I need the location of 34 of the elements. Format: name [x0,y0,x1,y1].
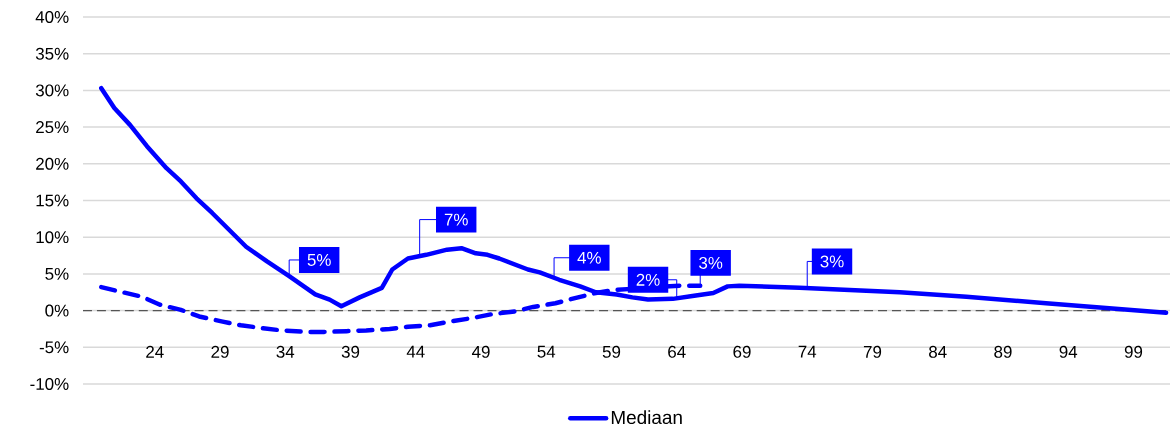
x-tick-label: 24 [146,345,164,358]
y-tick-label: -5% [39,341,69,354]
x-tick-label: 64 [668,345,686,358]
y-tick-label: 25% [36,121,69,134]
annotation: 2% [636,273,660,286]
y-tick-label: 0% [45,304,69,317]
x-tick-label: 39 [341,345,360,358]
y-tick-label: 15% [36,194,69,207]
x-tick-label: 94 [1059,345,1078,358]
x-tick-label: 44 [406,345,425,358]
y-tick-label: 10% [36,231,69,244]
x-tick-label: 99 [1124,345,1143,358]
x-tick-label: 74 [798,345,817,358]
y-tick-label: -10% [30,378,69,390]
x-tick-label: 79 [863,345,882,358]
x-tick-label: 34 [276,345,295,358]
annotation: 7% [444,213,468,226]
legend-label: Mediaan [611,410,682,425]
annotation: 4% [577,251,601,264]
y-tick-label: 20% [36,157,69,170]
x-tick-label: 84 [929,345,947,358]
x-tick-label: 69 [733,345,751,358]
y-tick-label: 5% [45,267,69,280]
annotation: 3% [820,255,844,268]
x-tick-label: 89 [994,345,1012,358]
x-tick-label: 54 [537,345,556,358]
x-tick-label: 59 [602,345,621,358]
x-tick-label: 29 [211,345,229,358]
x-tick-label: 49 [471,345,490,358]
y-tick-label: 30% [35,84,69,97]
annotation: 5% [307,254,331,266]
annotation: 3% [699,256,723,269]
y-tick-label: 40% [35,11,69,23]
y-tick-label: 35% [35,47,69,60]
